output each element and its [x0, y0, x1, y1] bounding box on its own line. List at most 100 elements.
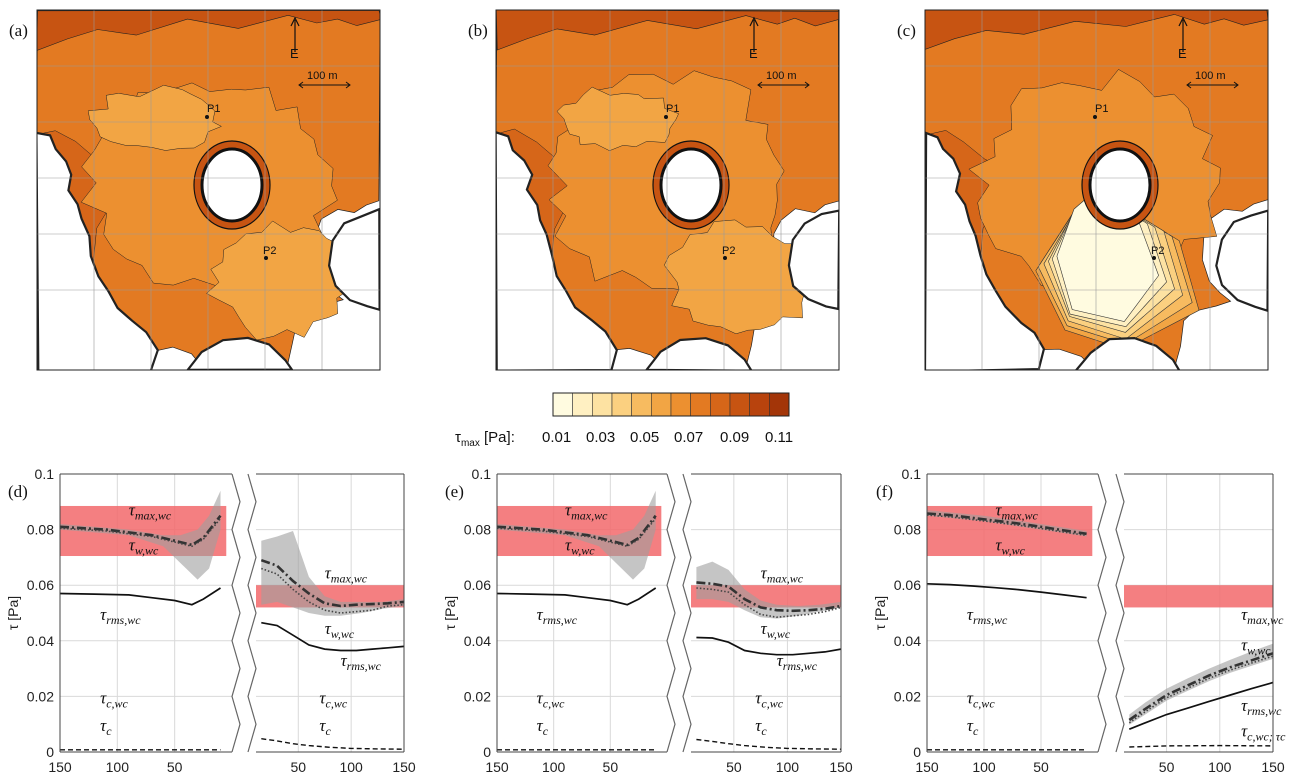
panel-label: (c): [897, 21, 916, 40]
subplot-left: τmax,wc τw,wc τrms,wc τc,wc τc 150 100 50: [485, 473, 667, 775]
colorbar-swatch: [611, 392, 632, 417]
axis-break: [1097, 473, 1107, 753]
series-maxwc: [1128, 652, 1273, 722]
series-c: [261, 738, 404, 750]
panel-label: (e): [445, 482, 464, 501]
panel-label: (d): [8, 482, 28, 501]
x-tick-label: 150: [392, 759, 416, 775]
series-label: τmax,wc: [995, 501, 1038, 523]
axis-break: [1115, 473, 1125, 753]
point-p1-label: P1: [1095, 103, 1108, 115]
series-label: τc: [967, 716, 979, 738]
y-tick-label: 0.08: [27, 522, 54, 538]
series-label: τmax,wc: [761, 563, 804, 585]
x-tick-label: 100: [776, 759, 800, 775]
panel-label: (a): [9, 21, 28, 40]
panel-label: (f): [876, 482, 893, 501]
series-label: τrms,wc: [100, 605, 141, 627]
y-tick-label: 0.08: [464, 522, 491, 538]
north-label: E: [290, 46, 299, 61]
point-p1-label: P1: [666, 103, 679, 115]
series-c: [696, 738, 841, 750]
y-tick-label: 0.06: [464, 577, 491, 593]
series-wwc: [497, 517, 657, 548]
panel-label: (b): [468, 21, 488, 40]
uncertainty-band: [261, 531, 404, 616]
colorbar-tick: 0.05: [630, 429, 659, 446]
series-label: τc,wc: [100, 688, 128, 710]
y-tick-label: 0.04: [464, 633, 491, 649]
series-label: τrms,wc: [777, 651, 818, 673]
series-wwc: [60, 517, 222, 548]
reference-band: [1124, 585, 1273, 608]
series-label: τc: [100, 716, 112, 738]
series-wwc: [927, 514, 1087, 537]
series-label: τc,wc: [319, 688, 347, 710]
colorbar-swatch: [729, 392, 750, 417]
north-label: E: [749, 46, 758, 61]
colorbar-swatch: [710, 392, 731, 417]
point-p2: [1152, 256, 1156, 260]
y-axis-label: τ [Pa]: [872, 596, 888, 630]
series-label: τw,wc: [1241, 636, 1271, 658]
island: [1088, 147, 1152, 223]
series-label: τw,wc: [325, 619, 355, 641]
subplot-left: τmax,wc τw,wc τrms,wc τc,wc τc 150 100 50: [915, 473, 1098, 775]
chart-e: (e) 0 0.02 0.04 0.06 0.08 0.1 τ [Pa] τmax,wc τw,w…: [442, 466, 853, 775]
y-tick-label: 0.1: [35, 466, 55, 482]
subplot-left: τmax,wc τw,wc τrms,wc τc,wc τc 150 100 50: [48, 473, 232, 775]
x-tick-label: 100: [542, 759, 566, 775]
y-tick-label: 0.08: [894, 522, 921, 538]
y-tick-label: 0.02: [27, 688, 54, 704]
colorbar: τmax [Pa]: 0.01 0.03 0.05 0.07 0.09 0.11: [455, 392, 793, 449]
y-tick-label: 0.04: [894, 633, 921, 649]
colorbar-swatch: [572, 392, 593, 417]
colorbar-swatch: [769, 392, 790, 417]
x-tick-label: 50: [603, 759, 619, 775]
series-label: τc,wc: [755, 688, 783, 710]
west-land: [496, 131, 618, 370]
series-rmswc: [497, 587, 657, 606]
series-maxwc: [260, 558, 404, 608]
south-land: [1074, 336, 1181, 370]
colorbar-swatch: [670, 392, 691, 417]
colorbar-tick: 0.07: [674, 429, 703, 446]
east-land: [327, 207, 380, 312]
x-tick-label: 100: [1208, 759, 1232, 775]
west-land: [925, 131, 1046, 370]
x-tick-label: 50: [290, 759, 306, 775]
subplot-right: τmax,wc τw,wc τrms,wc τc,wc; τc 50 100 150: [1124, 473, 1286, 775]
chart-f: (f) 0 0.02 0.04 0.06 0.08 0.1 τ [Pa] τmax,wc τw,w…: [872, 466, 1286, 775]
colorbar-swatch: [592, 392, 613, 417]
point-p1: [1093, 115, 1097, 119]
colorbar-tick: 0.09: [720, 429, 749, 446]
east-land: [1215, 209, 1268, 313]
series-label: τmax,wc: [1241, 605, 1284, 627]
series-c: [1129, 744, 1273, 748]
series-label: τmax,wc: [565, 501, 608, 523]
x-tick-label: 100: [972, 759, 996, 775]
subplot-right: τmax,wc τw,wc τrms,wc τc,wc τc 50 100 150: [256, 473, 416, 775]
series-maxwc: [60, 514, 222, 547]
island: [200, 147, 264, 223]
map-panel-a: (a) E 100 m P1 P2: [9, 9, 381, 371]
series-maxwc: [497, 514, 657, 547]
point-p2-label: P2: [722, 245, 735, 257]
y-axis-label: τ [Pa]: [442, 596, 458, 630]
series-maxwc: [927, 512, 1087, 536]
axis-break: [231, 473, 241, 753]
y-tick-label: 0.06: [894, 577, 921, 593]
x-tick-label: 100: [106, 759, 130, 775]
colorbar-swatch: [690, 392, 711, 417]
series-rmswc: [927, 582, 1087, 599]
map-panel-b: (b) E 100 m P1 P2: [468, 9, 840, 371]
series-label: τw,wc: [565, 535, 595, 557]
south-land: [645, 337, 753, 370]
series-rmswc: [696, 636, 841, 656]
series-label: τc: [319, 716, 331, 738]
series-label: τc: [537, 716, 549, 738]
y-tick-label: 0.02: [894, 688, 921, 704]
series-maxwc: [696, 581, 841, 613]
series-label: τc: [755, 716, 767, 738]
